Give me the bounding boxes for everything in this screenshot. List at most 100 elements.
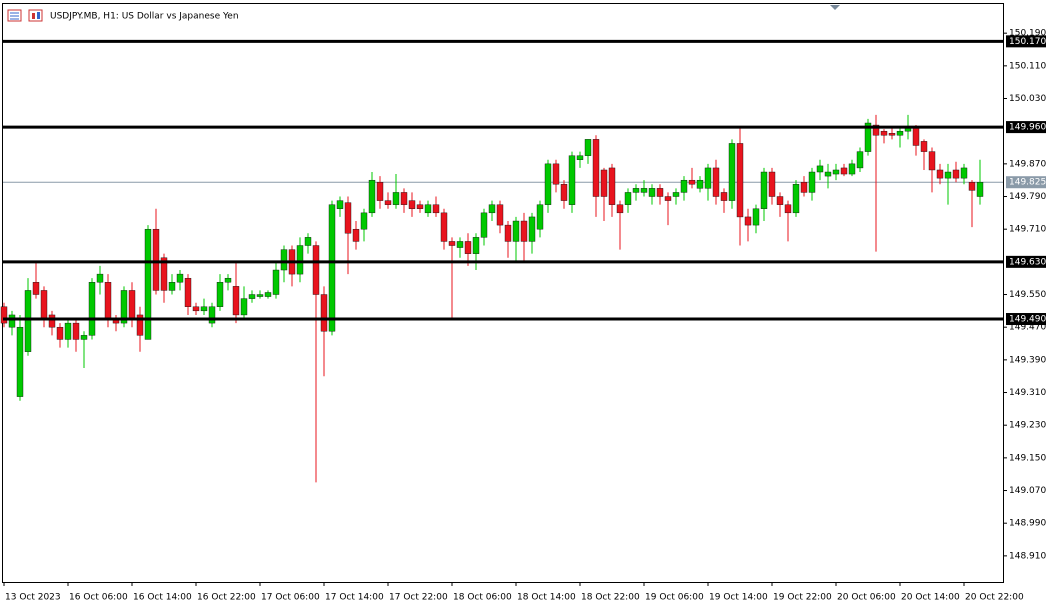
candle-body: [136, 314, 144, 336]
level-label-box: [1006, 255, 1046, 268]
candle-body: [864, 122, 872, 152]
candle-body: [560, 184, 568, 201]
candle-body: [768, 171, 776, 197]
candle-body: [528, 216, 536, 242]
candle-body: [600, 169, 608, 197]
candle-body: [616, 204, 624, 214]
candle-body: [504, 224, 512, 242]
candle-body: [88, 282, 96, 336]
candle-body: [672, 192, 680, 197]
level-label-box: [1006, 313, 1046, 326]
candle-body: [176, 273, 184, 283]
candle-body: [392, 192, 400, 205]
candle-body: [936, 169, 944, 179]
candle-body: [344, 202, 352, 234]
candle-body: [696, 179, 704, 189]
candle-body: [104, 282, 112, 320]
y-tick-label: 149.550: [1009, 290, 1046, 300]
candle-body: [632, 188, 640, 193]
candle-body: [152, 228, 160, 291]
candle-body: [920, 141, 928, 152]
candle-body: [760, 171, 768, 209]
candle-body: [704, 167, 712, 189]
x-tick-label: 19 Oct 14:00: [709, 593, 768, 603]
candle-body: [312, 245, 320, 295]
candle-body: [488, 204, 496, 214]
icon-bar: [32, 13, 35, 19]
x-tick-label: 20 Oct 22:00: [965, 593, 1024, 603]
candle-body: [280, 249, 288, 271]
candle-body: [872, 124, 880, 136]
y-tick-label: 150.030: [1009, 94, 1046, 104]
candle-body: [128, 290, 136, 320]
x-tick-label: 20 Oct 06:00: [837, 593, 896, 603]
candle-body: [304, 237, 312, 246]
candle-body: [656, 188, 664, 197]
candle-body: [432, 204, 440, 214]
x-tick-label: 16 Oct 22:00: [197, 593, 256, 603]
candle-body: [496, 204, 504, 226]
candle-body: [816, 165, 824, 173]
candle-body: [368, 179, 376, 214]
candle-body: [56, 326, 64, 340]
candle-body: [72, 322, 80, 340]
candle-body: [944, 171, 952, 179]
level-label: 149.630: [1009, 257, 1046, 267]
y-tick-label: 149.390: [1009, 355, 1046, 365]
candle-body: [480, 212, 488, 238]
x-tick-label: 17 Oct 14:00: [325, 593, 384, 603]
candle-body: [728, 143, 736, 201]
candle-body: [736, 143, 744, 218]
x-tick-label: 19 Oct 22:00: [773, 593, 832, 603]
candle-body: [8, 314, 16, 328]
candle-body: [544, 163, 552, 205]
candle-body: [16, 326, 24, 397]
y-tick-label: 149.870: [1009, 159, 1046, 169]
y-tick-label: 149.070: [1009, 486, 1046, 496]
y-tick-label: 149.150: [1009, 453, 1046, 463]
y-tick-label: 148.910: [1009, 551, 1046, 561]
candle-body: [680, 179, 688, 193]
candle-body: [744, 216, 752, 226]
candle-body: [216, 282, 224, 307]
y-tick-label: 148.990: [1009, 519, 1046, 529]
y-tick-label: 149.470: [1009, 323, 1046, 333]
candle-body: [144, 228, 152, 340]
y-tick-label: 149.310: [1009, 388, 1046, 398]
candle-body: [448, 241, 456, 246]
current-price-label: 149.825: [1009, 178, 1046, 188]
x-tick-label: 17 Oct 06:00: [261, 593, 320, 603]
candle-body: [336, 200, 344, 209]
candle-body: [840, 167, 848, 175]
candle-body: [624, 192, 632, 205]
candle-body: [160, 257, 168, 291]
plot-frame: [2, 3, 1004, 583]
candle-body: [720, 192, 728, 201]
candle-body: [912, 126, 920, 146]
candle-body: [832, 169, 840, 175]
icon: [28, 9, 43, 22]
level-label: 149.960: [1009, 123, 1046, 133]
y-tick-label: 150.190: [1009, 29, 1046, 39]
candle-body: [584, 139, 592, 156]
candle-body: [440, 212, 448, 242]
candle-body: [352, 228, 360, 242]
candle-body: [248, 294, 256, 299]
candle-body: [640, 188, 648, 193]
candle-body: [856, 151, 864, 169]
candle-body: [688, 179, 696, 185]
current-price-box: [1006, 176, 1046, 189]
x-tick-label: 18 Oct 06:00: [453, 593, 512, 603]
candle-body: [456, 241, 464, 248]
candle-body: [784, 204, 792, 214]
candle-body: [384, 200, 392, 205]
candle-body: [552, 163, 560, 185]
candle-body: [296, 245, 304, 275]
y-tick-label: 150.110: [1009, 61, 1046, 71]
candle-body: [888, 133, 896, 136]
x-tick-label: 13 Oct 2023: [5, 593, 61, 603]
candle-body: [264, 292, 272, 297]
candle-body: [64, 322, 72, 340]
